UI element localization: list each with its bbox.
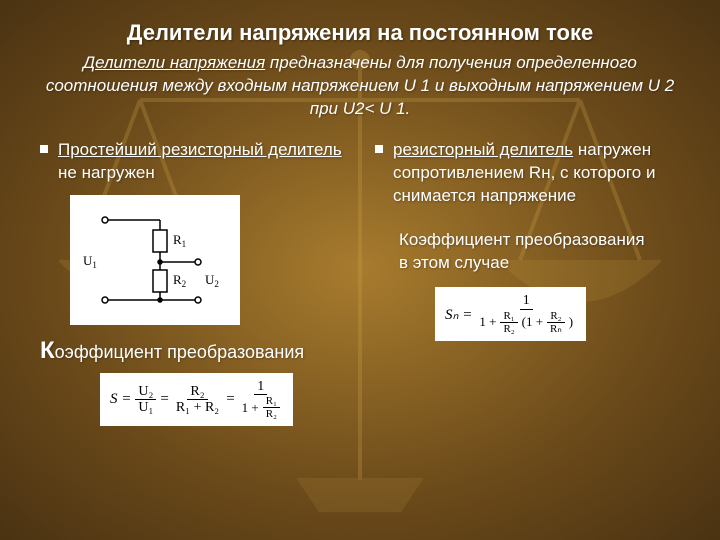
- frac-main: 1 1 + R₁ R₂ (1 + R₂: [476, 293, 576, 335]
- slide-subtitle: Делители напряжения предназначены для по…: [40, 52, 680, 121]
- svg-text:R1: R1: [173, 232, 186, 249]
- left-column: Простейший резисторный делитель не нагру…: [40, 139, 345, 426]
- right-coef-lines: Коэффициент преобразования в этом случае: [399, 228, 680, 276]
- columns: Простейший резисторный делитель не нагру…: [40, 139, 680, 426]
- subtitle-underlined: Делители напряжения: [83, 53, 265, 72]
- slide-content: Делители напряжения на постоянном токе Д…: [0, 0, 720, 446]
- coef-big-k: К: [40, 337, 55, 364]
- left-formula: S = U₂ U₁ = R₂ R₁ + R₂ = 1: [100, 373, 293, 427]
- right-bullet-text: резисторный делитель нагружен сопротивле…: [393, 139, 680, 208]
- coef-rest: оэффициент преобразования: [55, 342, 305, 362]
- circuit-diagram: U1 R1 R2 U2: [70, 195, 240, 325]
- svg-text:U2: U2: [205, 272, 219, 289]
- right-bullet-row: резисторный делитель нагружен сопротивле…: [375, 139, 680, 208]
- frac-u: U₂ U₁: [135, 384, 156, 416]
- bullet-icon: [375, 145, 383, 153]
- frac-r: R₂ R₁ + R₂: [173, 384, 222, 416]
- bullet-icon: [40, 145, 48, 153]
- left-bullet-rest: не нагружен: [58, 163, 155, 182]
- slide-title: Делители напряжения на постоянном токе: [40, 20, 680, 46]
- left-bullet-row: Простейший резисторный делитель не нагру…: [40, 139, 345, 185]
- right-coef-line1: Коэффициент преобразования: [399, 228, 680, 252]
- formula-S: S =: [110, 391, 131, 408]
- right-formula: Sₙ = 1 1 + R₁ R₂ (1 +: [435, 287, 586, 341]
- formula-Sn: Sₙ =: [445, 305, 472, 324]
- left-bullet-text: Простейший резисторный делитель не нагру…: [58, 139, 345, 185]
- right-column: резисторный делитель нагружен сопротивле…: [375, 139, 680, 426]
- left-coef-title: Коэффициент преобразования: [40, 337, 345, 365]
- svg-text:R2: R2: [173, 272, 186, 289]
- svg-text:U1: U1: [83, 253, 97, 270]
- left-bullet-underlined: Простейший резисторный делитель: [58, 140, 342, 159]
- right-bullet-underlined: резисторный делитель: [393, 140, 573, 159]
- frac-1: 1 1 + R₁ R₂: [239, 379, 283, 421]
- right-coef-line2: в этом случае: [399, 251, 680, 275]
